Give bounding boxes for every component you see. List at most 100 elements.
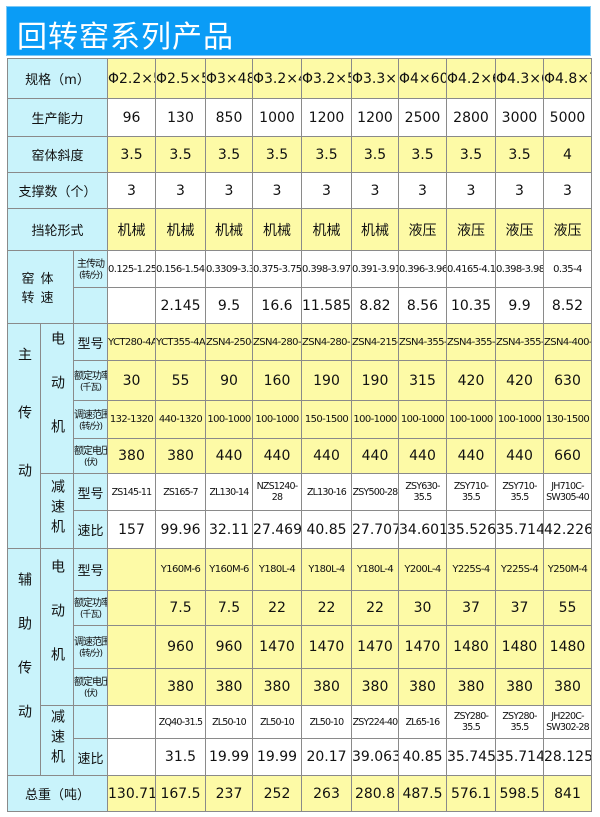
cell-aux-reducer-model: ZL65-16 xyxy=(398,705,447,739)
table-row: 规格（m）Φ2.2×50Φ2.5×50Φ3×48Φ3.2×48Φ3.2×50Φ3… xyxy=(7,58,592,99)
cell-aux-motor-power: 22 xyxy=(301,590,352,626)
label-main-drive: 主传动 xyxy=(7,323,41,549)
cell-aux-reducer-model: ZL50-10 xyxy=(252,705,302,739)
cell-capacity: 1000 xyxy=(252,98,302,137)
cell-main-motor-model: ZSN4-280-11B xyxy=(301,323,352,361)
cell-slope: 3.5 xyxy=(252,136,302,173)
label-speed-range-unit: (转/分) xyxy=(78,649,103,659)
cell-main-motor-speed: 100-1000 xyxy=(252,400,302,439)
cell-main-motor-model: ZSN4-355-12 xyxy=(495,323,544,361)
table-row: 额定功率 (千瓦) 7.5 7.5 22 22 22 30 37 37 55 xyxy=(8,590,592,626)
cell-slope: 3.5 xyxy=(446,136,496,173)
cell-spec: Φ4.3×62 xyxy=(495,58,544,99)
cell-capacity: 1200 xyxy=(301,98,352,137)
label-aux-reducer-text: 减速机 xyxy=(49,708,65,769)
cell-aux-motor-model: Y200L-4 xyxy=(398,548,447,591)
cell-main-reducer-ratio: 42.226 xyxy=(543,510,592,549)
kiln-spec-table: 规格（m）Φ2.2×50Φ2.5×50Φ3×48Φ3.2×48Φ3.2×50Φ3… xyxy=(7,58,592,812)
cell-kiln-speed-range: 0.156-1.549 xyxy=(155,250,206,288)
table-row: 速比 157 99.96 32.11 27.469 40.85 27.707 34.601 35… xyxy=(8,510,592,549)
label-speed-range-text: 调速范围 xyxy=(74,637,108,648)
cell-supports: 3 xyxy=(252,172,302,209)
cell-total-weight: 598.5 xyxy=(495,775,544,812)
cell-main-motor-voltage: 380 xyxy=(107,438,156,474)
page-title: 回转窑系列产品 xyxy=(17,20,234,55)
cell-main-motor-speed: 100-1000 xyxy=(446,400,496,439)
cell-main-motor-model: YCT280-4A xyxy=(107,323,156,361)
cell-aux-motor-speed: 960 xyxy=(205,625,253,669)
cell-aux-motor-speed: 1480 xyxy=(446,625,496,669)
cell-supports: 3 xyxy=(301,172,352,209)
table-row: 额定功率 (千瓦) 30 55 90 160 190 190 315 420 420 630 xyxy=(8,360,592,401)
label-main-reducer: 减速机 xyxy=(40,473,74,549)
cell-thrust: 机械 xyxy=(107,208,156,251)
cell-main-reducer-ratio: 32.11 xyxy=(205,510,253,549)
cell-aux-reducer-ratio: 20.17 xyxy=(301,738,352,776)
cell-main-motor-power: 90 xyxy=(205,360,253,401)
cell-aux-motor-power: 7.5 xyxy=(155,590,206,626)
title-bar: 回转窑系列产品 xyxy=(6,6,591,56)
cell-main-motor-model: ZSN4-215-082 xyxy=(351,323,399,361)
label-main-motor: 电动机 xyxy=(40,323,74,474)
cell-capacity: 2500 xyxy=(398,98,447,137)
cell-aux-motor-model xyxy=(107,548,156,591)
cell-thrust: 机械 xyxy=(351,208,399,251)
label-main-drive-rpm-unit: (转/分) xyxy=(78,271,103,281)
cell-kiln-speed: 11.585 xyxy=(301,287,352,324)
label-power: 额定功率 (千瓦) xyxy=(73,590,108,626)
cell-aux-motor-voltage: 380 xyxy=(495,668,544,706)
cell-main-motor-power: 315 xyxy=(398,360,447,401)
cell-total-weight: 237 xyxy=(205,775,253,812)
cell-kiln-speed xyxy=(107,287,156,324)
cell-aux-reducer-ratio: 39.063 xyxy=(351,738,399,776)
cell-total-weight: 280.8 xyxy=(351,775,399,812)
label-main-motor-text: 电动机 xyxy=(49,330,65,463)
cell-aux-motor-model: Y225S-4 xyxy=(495,548,544,591)
cell-main-motor-model: ZSN4-355-092 xyxy=(398,323,447,361)
label-power-text: 额定功率 xyxy=(74,370,108,382)
cell-main-reducer-model: ZS145-11 xyxy=(107,473,156,511)
cell-capacity: 5000 xyxy=(543,98,592,137)
cell-aux-motor-voltage: 380 xyxy=(446,668,496,706)
label-main-drive-text: 主传动 xyxy=(16,347,32,521)
cell-main-reducer-model: ZSY500-28 xyxy=(351,473,399,511)
cell-main-motor-speed: 100-1000 xyxy=(495,400,544,439)
cell-aux-reducer-ratio: 31.5 xyxy=(155,738,206,776)
cell-aux-reducer-model: ZSY280-35.5 xyxy=(495,705,544,739)
cell-main-reducer-model: ZSY630-35.5 xyxy=(398,473,447,511)
cell-kiln-speed-range: 0.125-1.25 xyxy=(107,250,156,288)
cell-aux-reducer-model: JH220C-SW302-28 xyxy=(543,705,592,739)
cell-main-reducer-model: ZS165-7 xyxy=(155,473,206,511)
cell-main-motor-model: ZSN4-280-21B xyxy=(252,323,302,361)
cell-slope: 3.5 xyxy=(351,136,399,173)
cell-aux-motor-power: 22 xyxy=(351,590,399,626)
table-row: 调速范围 (转/分) 960 960 1470 1470 1470 1470 1480 1480 1… xyxy=(8,625,592,669)
cell-aux-motor-speed: 1470 xyxy=(252,625,302,669)
cell-thrust: 机械 xyxy=(205,208,253,251)
cell-main-motor-voltage: 440 xyxy=(252,438,302,474)
cell-main-motor-model: ZSN4-400-092 xyxy=(543,323,592,361)
cell-main-motor-power: 420 xyxy=(446,360,496,401)
cell-main-motor-speed: 100-1000 xyxy=(351,400,399,439)
label-voltage-unit: (伏) xyxy=(83,458,98,468)
label-aux-motor: 电动机 xyxy=(40,548,74,706)
cell-main-reducer-model: ZL130-16 xyxy=(301,473,352,511)
table-row: 额定电压 (伏) 380 380 440 440 440 440 440 440 440 660 xyxy=(8,438,592,474)
cell-spec: Φ4×60 xyxy=(398,58,447,99)
cell-aux-reducer-ratio: 35.745 xyxy=(446,738,496,776)
cell-aux-motor-power: 7.5 xyxy=(205,590,253,626)
label-ratio: 速比 xyxy=(73,738,108,776)
cell-kiln-speed-range: 0.3309-3.309 xyxy=(205,250,253,288)
cell-supports: 3 xyxy=(351,172,399,209)
table-row: 生产能力 96 130 850 1000 1200 1200 2500 2800 3000 5000 xyxy=(7,98,592,137)
cell-main-motor-power: 55 xyxy=(155,360,206,401)
table-row: 支撑数（个） 3 3 3 3 3 3 3 3 3 3 xyxy=(7,172,592,209)
cell-supports: 3 xyxy=(398,172,447,209)
cell-total-weight: 252 xyxy=(252,775,302,812)
cell-aux-motor-voltage: 380 xyxy=(543,668,592,706)
label-model: 型号 xyxy=(73,323,108,361)
cell-total-weight: 263 xyxy=(301,775,352,812)
kiln-speed-stack: 窑体 转速 xyxy=(9,268,73,306)
cell-kiln-speed-range: 0.398-3.975 xyxy=(301,250,352,288)
cell-main-reducer-ratio: 40.85 xyxy=(301,510,352,549)
